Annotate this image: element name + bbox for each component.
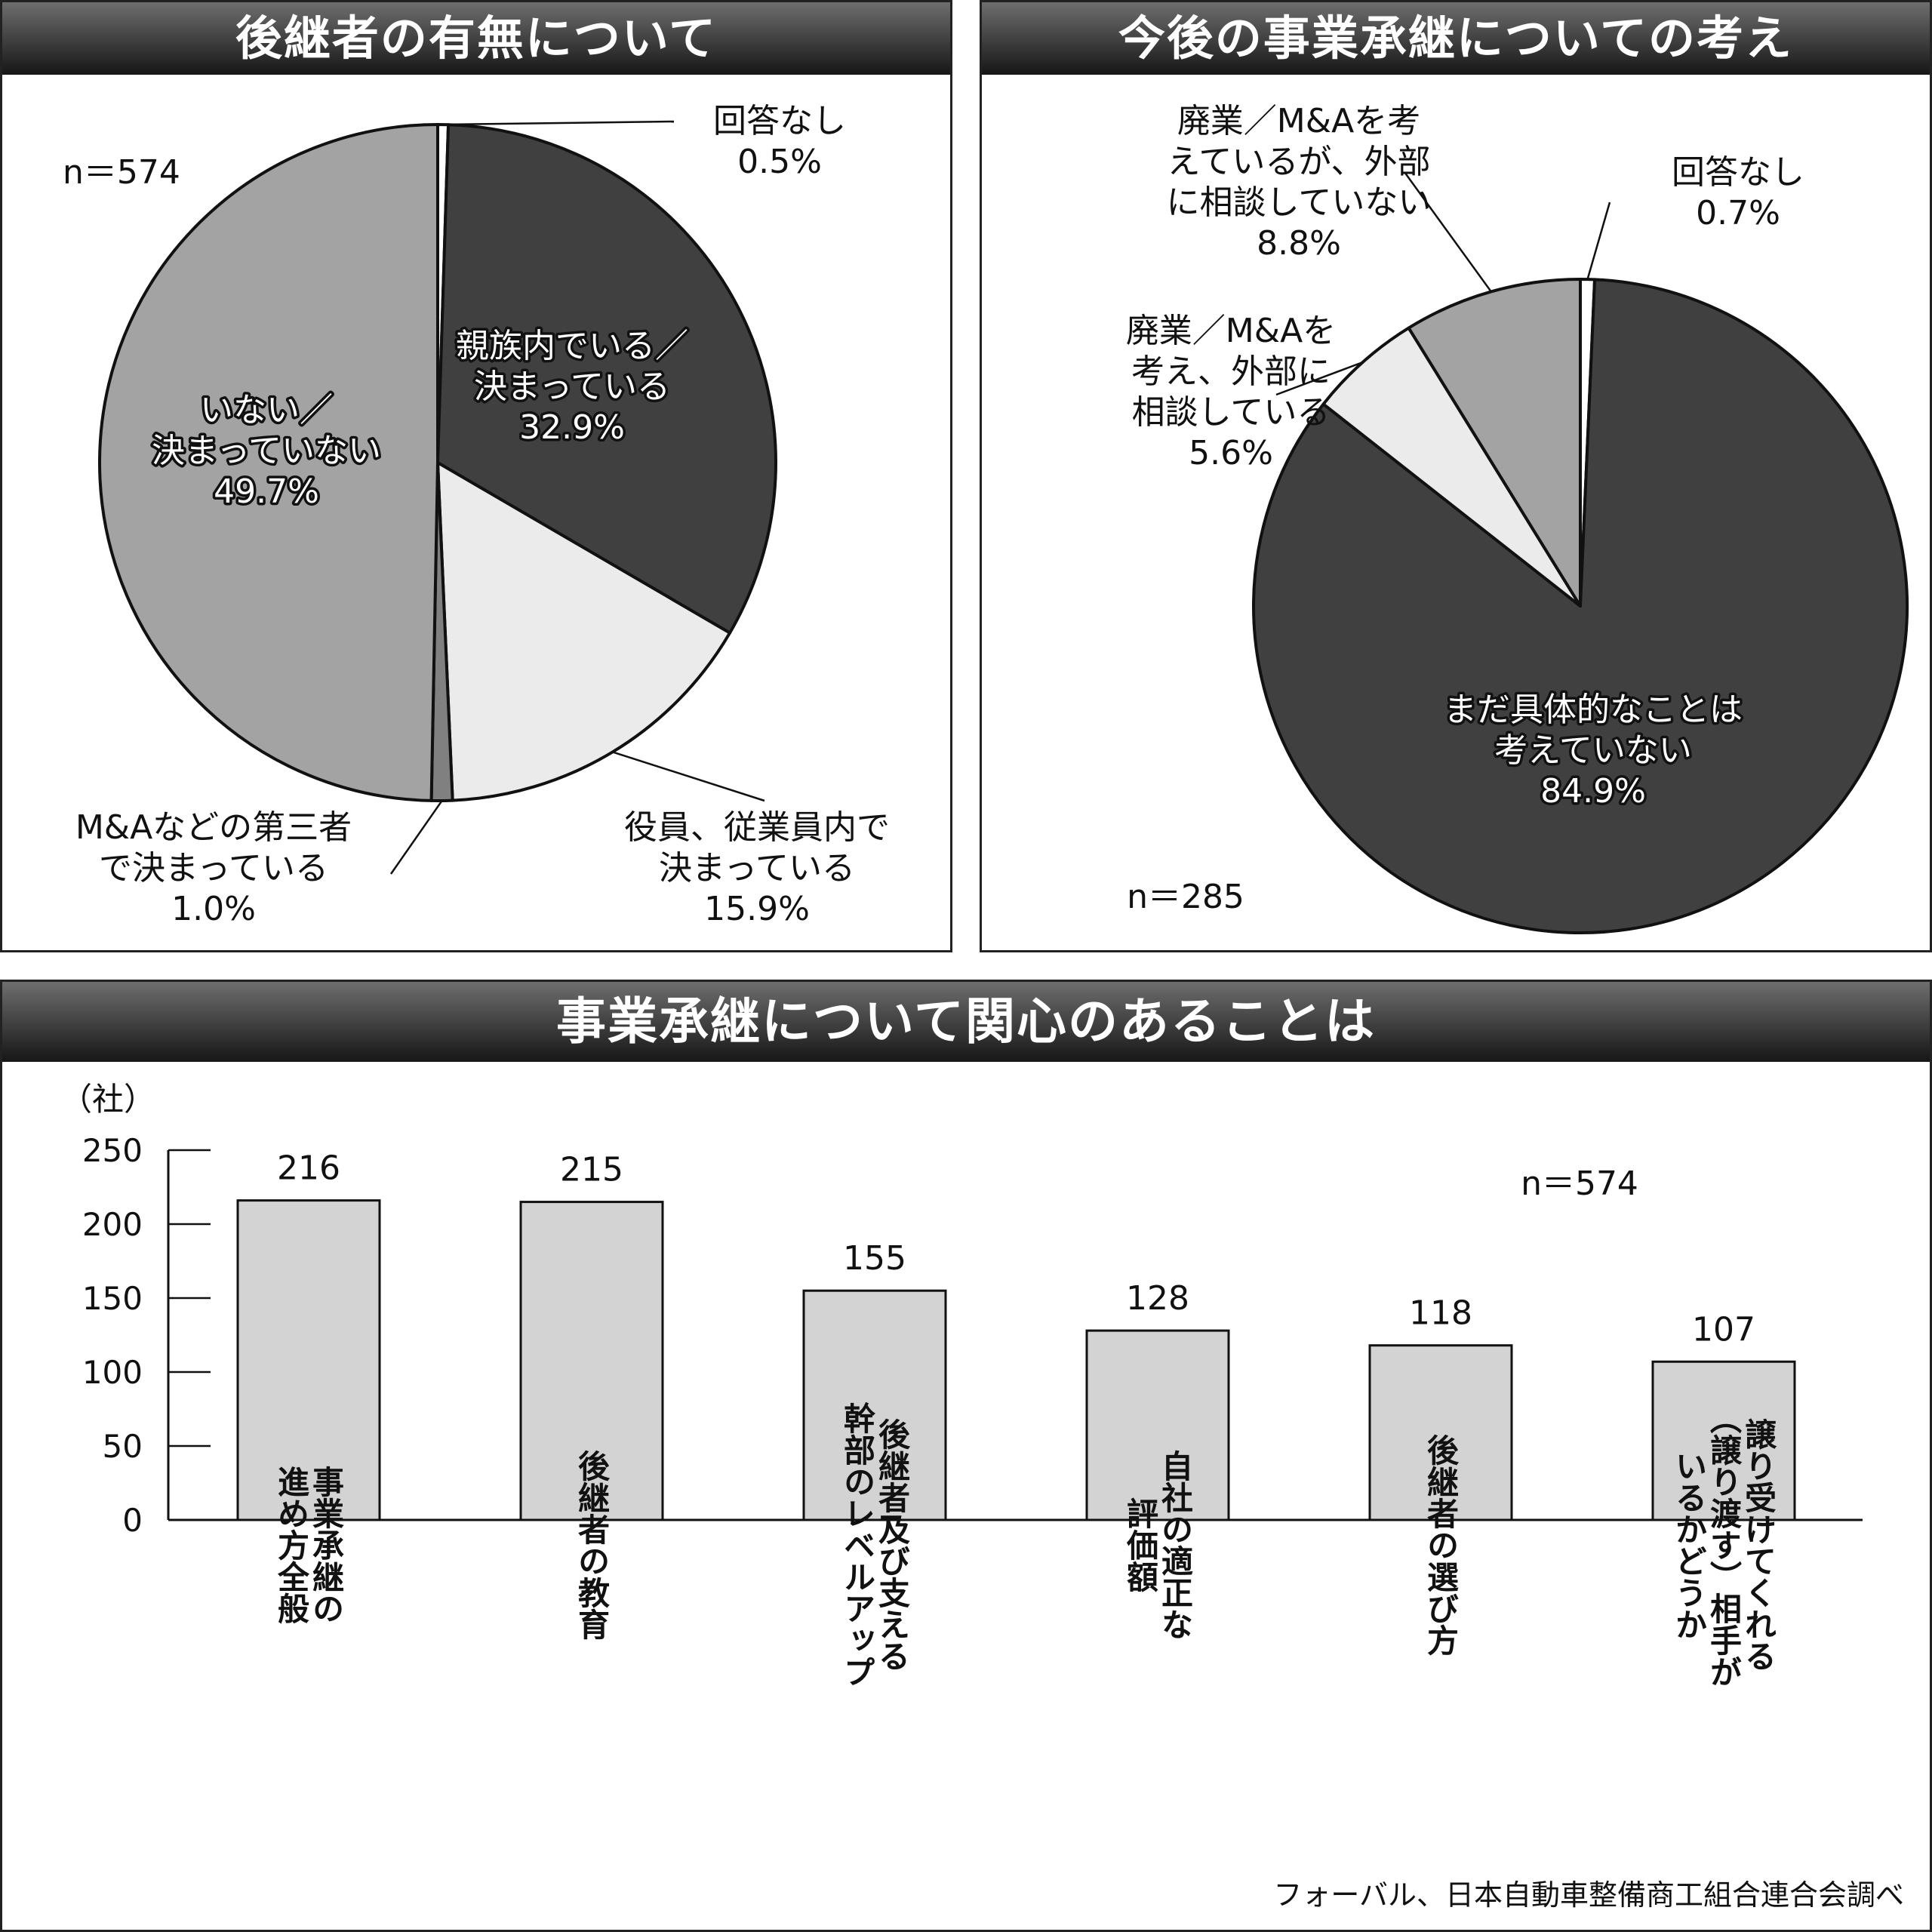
sample-size-label: n＝574 bbox=[1521, 1164, 1638, 1203]
source-note: フォーバル、日本自動車整備商工組合連合会調べ bbox=[1273, 1878, 1904, 1912]
bar bbox=[802, 1289, 947, 1521]
slice-label: に相談していない bbox=[1167, 183, 1432, 222]
category-label: 後継者及び支える bbox=[874, 1418, 911, 1672]
bar bbox=[519, 1201, 664, 1521]
bar-value-label: 155 bbox=[843, 1239, 906, 1278]
slice-label: 1.0% bbox=[171, 890, 256, 928]
y-tick-label: 200 bbox=[82, 1206, 143, 1243]
plans-panel: 今後の事業承継についての考え 回答なし 0.7% まだ具体的なことは 考えていない 84… bbox=[980, 0, 1932, 952]
pie-slice bbox=[436, 123, 777, 635]
leader-line bbox=[443, 120, 675, 126]
slice-label: 決まっている bbox=[474, 368, 670, 406]
category-label: 自社の適正な bbox=[1157, 1450, 1194, 1640]
slice-label: 49.7% bbox=[214, 472, 319, 511]
y-axis-label: （社） bbox=[60, 1081, 155, 1118]
slice-label: まだ具体的なことは bbox=[1444, 691, 1743, 729]
slice-label: 0.7% bbox=[1696, 194, 1780, 232]
slice-label: 相談している bbox=[1132, 393, 1331, 432]
successor-pie-chart: n＝574回答なし0.5%親族内でいる／決まっている32.9%役員、従業員内で決… bbox=[63, 102, 890, 928]
bar-value-label: 128 bbox=[1126, 1279, 1189, 1318]
sample-size-label: n＝574 bbox=[63, 153, 180, 192]
category-label: 進め方全般 bbox=[273, 1466, 310, 1624]
slice-label: 0.5% bbox=[737, 143, 822, 181]
category-label: 評価額 bbox=[1122, 1497, 1159, 1592]
leader-line bbox=[1586, 202, 1611, 280]
slice-label: M&Aなどの第三者 bbox=[75, 808, 352, 847]
successor-title: 後継者の有無について bbox=[2, 2, 950, 75]
slice-label: で決まっている bbox=[99, 849, 328, 888]
leader-line bbox=[1275, 361, 1364, 396]
bar-value-label: 107 bbox=[1692, 1310, 1755, 1349]
bar-value-label: 118 bbox=[1409, 1294, 1472, 1333]
slice-label: 決まっていない bbox=[152, 432, 381, 470]
bar bbox=[1368, 1344, 1513, 1521]
slice-label: 32.9% bbox=[519, 408, 625, 447]
category-label: 事業承継の bbox=[308, 1466, 345, 1624]
slice-label: 決まっている bbox=[659, 849, 855, 888]
bar bbox=[1651, 1360, 1796, 1521]
slice-label: 回答なし bbox=[1672, 153, 1804, 192]
slice-label: 廃業／M&Aを考 bbox=[1177, 102, 1420, 140]
slice-label: いない／ bbox=[200, 391, 333, 429]
sample-size-label: n＝285 bbox=[1127, 878, 1244, 916]
category-label: （譲り渡す）相手が bbox=[1706, 1402, 1743, 1687]
y-tick-label: 150 bbox=[82, 1280, 143, 1317]
bar-value-label: 216 bbox=[277, 1149, 340, 1188]
leader-line bbox=[612, 751, 765, 802]
category-label: 譲り受けてくれる bbox=[1740, 1418, 1777, 1672]
slice-label: 15.9% bbox=[704, 890, 810, 928]
slice-label: 役員、従業員内で bbox=[624, 808, 890, 847]
slice-label: 84.9% bbox=[1540, 772, 1646, 811]
pie-slice bbox=[98, 123, 439, 802]
slice-label: 考え、外部に bbox=[1131, 352, 1331, 391]
category-label: いるかどうか bbox=[1671, 1450, 1708, 1640]
bar-value-label: 215 bbox=[560, 1151, 623, 1189]
bar bbox=[236, 1199, 381, 1521]
y-tick-label: 50 bbox=[103, 1428, 143, 1465]
leader-line bbox=[389, 800, 443, 875]
slice-label: 回答なし bbox=[713, 102, 846, 140]
interest-panel: 事業承継について関心のあることは （社） 0 50 100 150 200 250 216 事業… bbox=[0, 980, 1932, 1932]
slice-label: 5.6% bbox=[1189, 434, 1273, 472]
category-label: 幹部のレベルアップ bbox=[839, 1401, 876, 1687]
slice-label: えているが、外部 bbox=[1168, 143, 1431, 181]
y-tick-label: 0 bbox=[122, 1502, 143, 1539]
slice-label: 廃業／M&Aを bbox=[1126, 312, 1336, 350]
slice-label: 8.8% bbox=[1257, 224, 1341, 263]
interest-title: 事業承継について関心のあることは bbox=[2, 982, 1930, 1062]
y-tick-label: 100 bbox=[82, 1354, 143, 1391]
bar bbox=[1085, 1329, 1230, 1521]
plans-title: 今後の事業承継についての考え bbox=[982, 2, 1930, 75]
pie-slice bbox=[1321, 326, 1582, 608]
category-label: 後継者の選び方 bbox=[1423, 1434, 1460, 1656]
slice-label: 親族内でいる／ bbox=[456, 327, 688, 365]
y-tick-label: 250 bbox=[82, 1132, 143, 1169]
successor-panel: 後継者の有無について n＝574 回答なし 0.5% 親族内でいる／ 決まっている 32.… bbox=[0, 0, 952, 952]
slice-label: 考えていない bbox=[1494, 731, 1692, 770]
category-label: 後継者の教育 bbox=[574, 1450, 611, 1640]
leader-line bbox=[1403, 171, 1492, 293]
